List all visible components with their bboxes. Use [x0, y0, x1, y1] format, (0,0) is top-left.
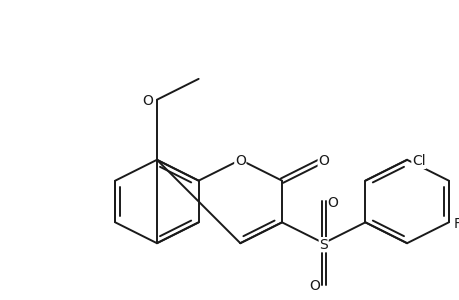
Text: O: O	[327, 196, 338, 210]
Text: O: O	[318, 154, 329, 168]
Text: Cl: Cl	[411, 154, 425, 168]
Text: O: O	[308, 279, 319, 293]
Text: O: O	[235, 154, 245, 168]
Text: O: O	[142, 94, 153, 108]
Text: F: F	[453, 217, 459, 231]
Text: S: S	[319, 238, 327, 252]
